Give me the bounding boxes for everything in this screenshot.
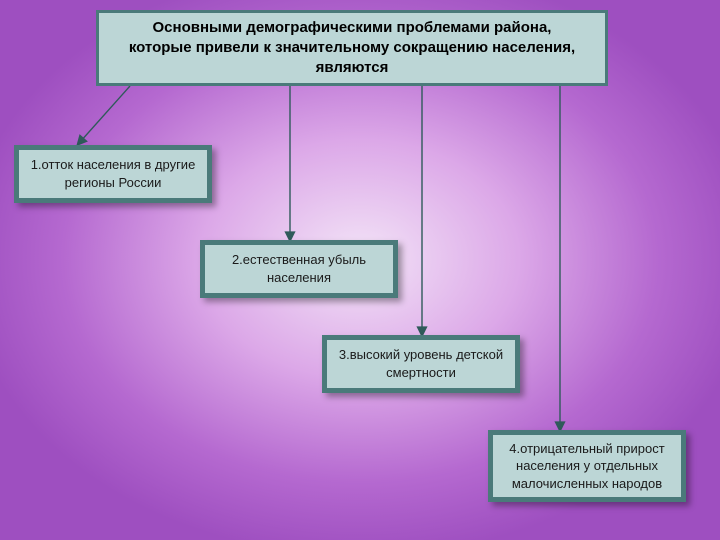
item-box-4: 4.отрицательный прирост населения у отде…: [488, 430, 686, 502]
item-label: 4.отрицательный прирост населения у отде…: [501, 440, 673, 493]
item-label: 3.высокий уровень детской смертности: [335, 346, 507, 381]
item-label: 1.отток населения в другие регионы Росси…: [27, 156, 199, 191]
item-box-2: 2.естественная убыль населения: [200, 240, 398, 298]
item-box-1: 1.отток населения в другие регионы Росси…: [14, 145, 212, 203]
title-line1: Основными демографическими проблемами ра…: [113, 18, 591, 38]
title-box: Основными демографическими проблемами ра…: [96, 10, 608, 86]
item-box-3: 3.высокий уровень детской смертности: [322, 335, 520, 393]
item-label: 2.естественная убыль населения: [213, 251, 385, 286]
title-line2: которые привели к значительному сокращен…: [113, 38, 591, 79]
